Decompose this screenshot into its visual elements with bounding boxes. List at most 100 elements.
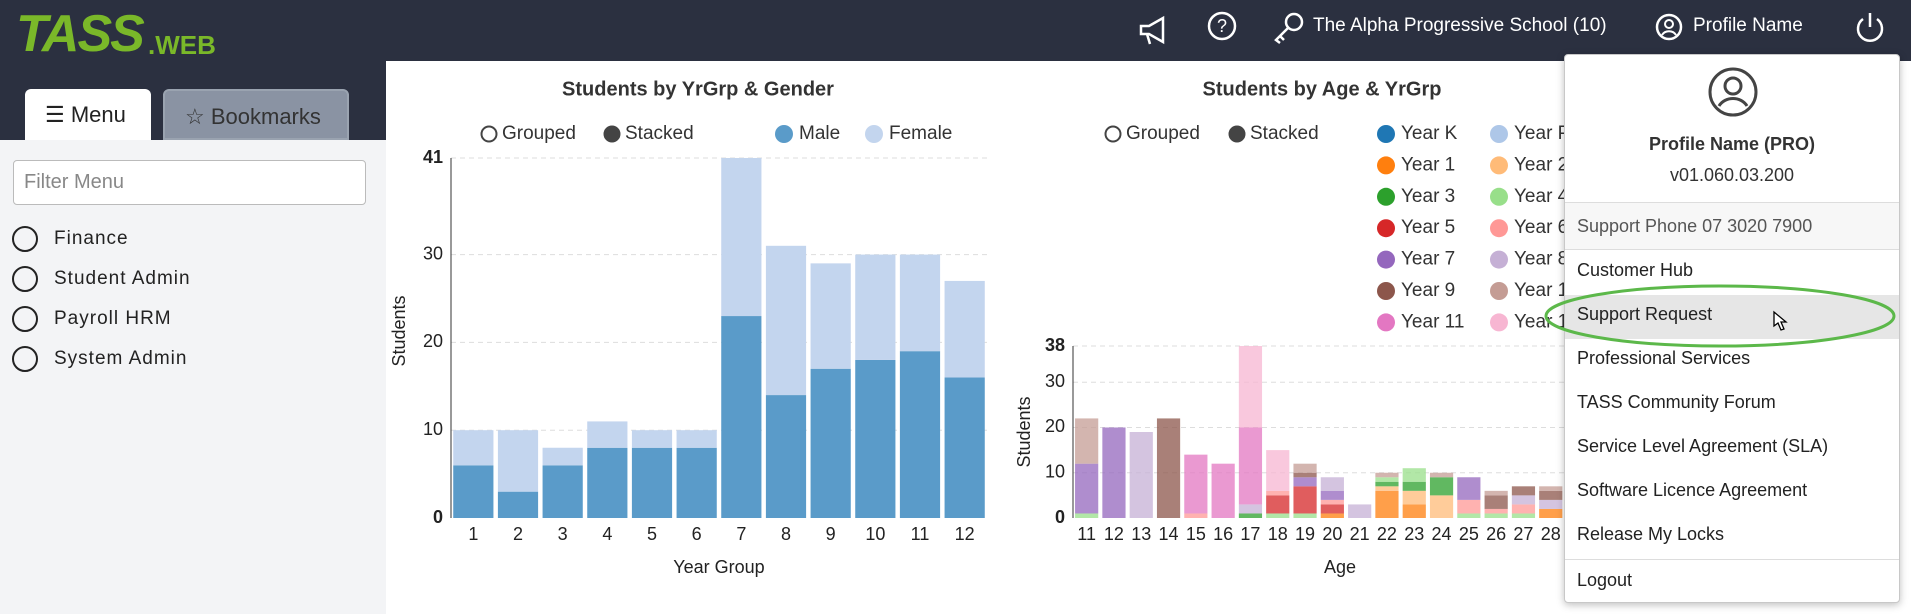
legend-marker[interactable] (1377, 156, 1395, 175)
mode-radio[interactable] (603, 125, 621, 143)
bar-segment (944, 377, 985, 518)
legend-marker[interactable] (775, 125, 793, 143)
legend-marker[interactable] (1490, 313, 1508, 332)
bar-segment (1129, 432, 1153, 518)
bar-segment (1238, 346, 1263, 428)
bar-segment (1266, 490, 1290, 496)
avatar (1708, 67, 1758, 117)
bar-segment (1539, 486, 1563, 491)
legend-marker[interactable] (865, 125, 883, 143)
menu-item[interactable]: System Admin (54, 348, 188, 369)
bar-segment (631, 430, 673, 448)
logout-icon[interactable] (1852, 10, 1888, 46)
bar-segment (1375, 472, 1399, 478)
version: v01.060.03.200 (1669, 165, 1795, 185)
announcements-icon[interactable] (1135, 10, 1175, 50)
bar-segment (1266, 495, 1290, 514)
legend-marker[interactable] (1377, 187, 1395, 206)
help-icon[interactable]: ? (1206, 10, 1246, 50)
bar-segment (1184, 513, 1208, 518)
menu-link[interactable]: Release My Locks (1577, 524, 1725, 544)
menu-tab[interactable]: ☰ Menu (25, 89, 151, 140)
filter-input[interactable]: Filter Menu (13, 160, 366, 205)
menu-item[interactable]: Payroll HRM (54, 308, 172, 329)
y-tick-label: 38 (1045, 335, 1065, 355)
menu-link[interactable]: Support Request (1577, 304, 1713, 324)
bar-segment (497, 491, 539, 518)
bar-segment (1457, 513, 1481, 518)
x-axis-label: Age (1324, 557, 1356, 577)
legend-marker[interactable] (1490, 125, 1508, 143)
mode-radio[interactable] (480, 125, 498, 143)
bar-segment (1402, 490, 1426, 505)
bar-segment (676, 430, 717, 448)
x-tick-label: 5 (647, 524, 657, 544)
mode-radio[interactable] (1228, 125, 1246, 143)
profile-button[interactable]: Profile Name (1693, 15, 1803, 36)
legend-marker[interactable] (1377, 250, 1395, 269)
bar-segment (810, 368, 851, 518)
menu-item[interactable]: Student Admin (54, 268, 191, 289)
bar-segment (676, 447, 717, 518)
bar-segment (1293, 513, 1317, 518)
legend-marker[interactable] (1490, 219, 1508, 238)
bar-segment (1293, 463, 1317, 473)
legend-marker[interactable] (1490, 282, 1508, 300)
bar-segment (1511, 504, 1536, 514)
bar-segment (1238, 513, 1263, 518)
legend-label: Year 6 (1514, 217, 1568, 238)
menu-link[interactable]: Software Licence Agreement (1577, 480, 1808, 500)
bar-segment (1375, 486, 1399, 491)
legend-marker[interactable] (1490, 187, 1508, 206)
bar-segment (1293, 477, 1317, 487)
key-icon (1274, 12, 1304, 44)
legend-marker[interactable] (1490, 250, 1508, 269)
bar-segment (1293, 486, 1317, 514)
legend-label: Year 8 (1514, 249, 1568, 270)
bar-segment (1238, 427, 1263, 505)
bar-segment (1075, 513, 1099, 518)
menu-item[interactable]: Finance (54, 228, 129, 249)
bar-segment (765, 245, 807, 396)
bar-segment (1320, 513, 1344, 518)
legend-marker[interactable] (1377, 282, 1395, 300)
menu-link[interactable]: TASS Community Forum (1577, 392, 1776, 412)
x-tick-label: 14 (1159, 524, 1179, 544)
bar-segment (1320, 499, 1344, 505)
bar-segment (453, 430, 494, 466)
x-tick-label: 21 (1350, 524, 1370, 544)
menu-link[interactable]: Service Level Agreement (SLA) (1577, 436, 1829, 456)
divider (1565, 202, 1899, 203)
x-tick-label: 19 (1295, 524, 1315, 544)
menu-icon (12, 306, 38, 332)
legend-marker[interactable] (1377, 125, 1395, 143)
x-tick-label: 2 (513, 524, 523, 544)
bookmarks-tab[interactable]: ☆ Bookmarks (163, 89, 349, 140)
menu-link[interactable]: Professional Services (1577, 348, 1751, 368)
bar-segment (542, 465, 583, 518)
mode-label: Stacked (1250, 123, 1319, 144)
chart-title: Students by Age & YrGrp (1203, 78, 1442, 100)
legend-label: Year 9 (1401, 280, 1455, 301)
x-tick-label: 9 (826, 524, 836, 544)
mode-radio[interactable] (1104, 125, 1122, 143)
x-tick-label: 3 (558, 524, 568, 544)
mode-label: Grouped (1126, 123, 1200, 144)
bar-segment (542, 447, 583, 466)
legend-marker[interactable] (1490, 156, 1508, 175)
bar-segment (1211, 463, 1235, 518)
logout-item[interactable]: Logout (1577, 570, 1633, 590)
legend-marker[interactable] (1377, 219, 1395, 238)
bar-segment (721, 158, 762, 317)
bar-segment (1429, 477, 1454, 496)
bar-segment (1320, 504, 1344, 514)
school-selector[interactable]: The Alpha Progressive School (10) (1313, 15, 1607, 36)
logo[interactable]: TASS (16, 5, 145, 63)
y-tick-label: 20 (423, 331, 443, 351)
bar-segment (1429, 495, 1454, 518)
bar-segment (1293, 472, 1317, 478)
legend-marker[interactable] (1377, 313, 1395, 332)
menu-link[interactable]: Customer Hub (1577, 260, 1694, 280)
x-tick-label: 10 (865, 524, 885, 544)
